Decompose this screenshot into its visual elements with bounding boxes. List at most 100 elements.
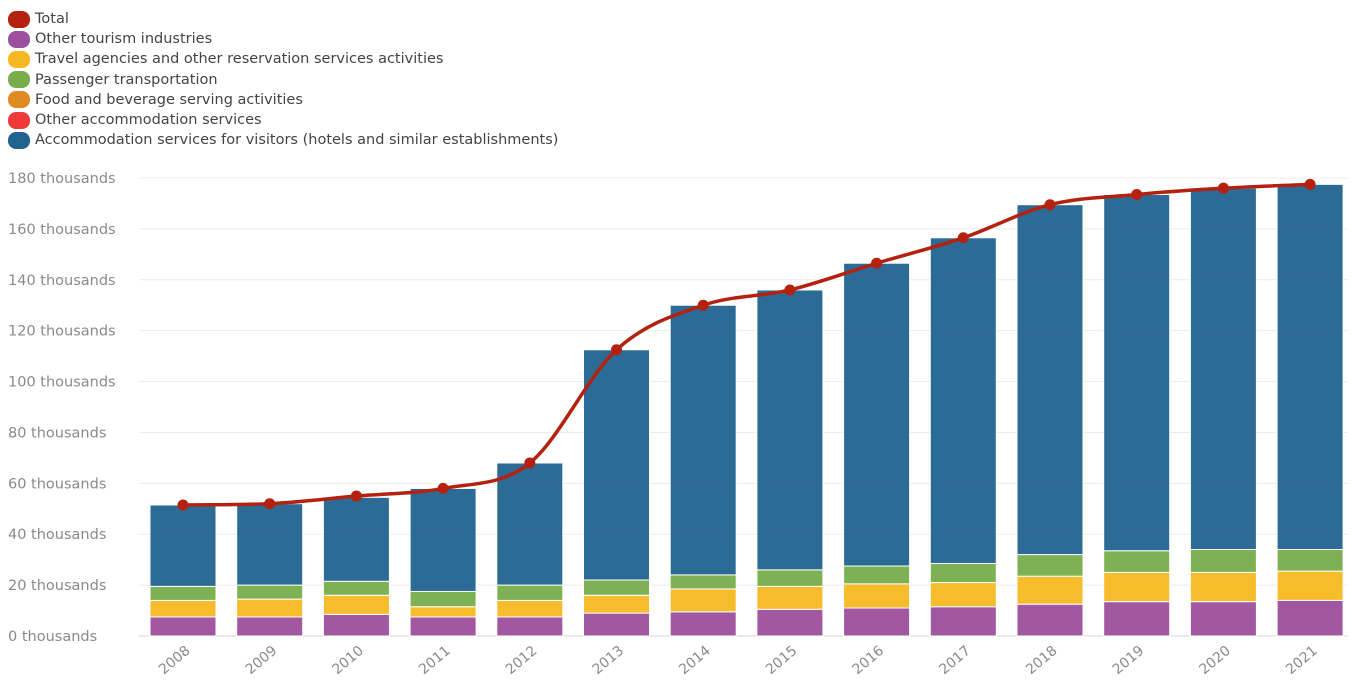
x-tick-label: 2013	[589, 643, 627, 678]
y-tick-label: 80 thousands	[8, 425, 106, 441]
x-tick-label: 2017	[936, 643, 974, 678]
bar-segment[interactable]	[669, 611, 737, 637]
total-point[interactable]	[1131, 189, 1143, 201]
total-point[interactable]	[957, 232, 969, 244]
legend-item[interactable]: Travel agencies and other reservation se…	[8, 49, 558, 69]
bar-segment[interactable]	[929, 582, 997, 608]
bar-segment[interactable]	[1016, 603, 1084, 637]
bar-segment[interactable]	[236, 584, 304, 600]
legend-item[interactable]: Other accommodation services	[8, 110, 558, 130]
y-tick-label: 20 thousands	[8, 578, 106, 594]
bar-segment[interactable]	[929, 237, 997, 564]
bar-segment[interactable]	[1189, 187, 1257, 550]
bar-segment[interactable]	[409, 606, 477, 618]
y-tick-label: 40 thousands	[8, 527, 106, 543]
x-tick-label: 2012	[503, 643, 541, 678]
bar-segment[interactable]	[496, 584, 564, 601]
bar-segment[interactable]	[583, 349, 650, 581]
total-point[interactable]	[264, 498, 276, 510]
bar-segment[interactable]	[1189, 548, 1257, 573]
bar-segment[interactable]	[149, 599, 217, 618]
bar-segment[interactable]	[583, 579, 650, 596]
bar-segment[interactable]	[669, 304, 737, 576]
legend-item[interactable]: Other tourism industries	[8, 29, 558, 49]
bar-segment[interactable]	[1016, 554, 1084, 577]
total-point[interactable]	[871, 257, 883, 269]
bar-segment[interactable]	[583, 612, 650, 637]
bar-segment[interactable]	[236, 503, 304, 586]
y-tick-label: 0 thousands	[8, 629, 97, 645]
total-point[interactable]	[1304, 178, 1316, 190]
bar-segment[interactable]	[929, 562, 997, 584]
legend-label: Food and beverage serving activities	[35, 91, 303, 108]
bar-segment[interactable]	[322, 496, 390, 582]
bar-segment[interactable]	[236, 598, 304, 618]
bar-segment[interactable]	[409, 487, 477, 592]
bar-segment[interactable]	[236, 616, 304, 637]
total-point[interactable]	[611, 344, 622, 356]
bar-segment[interactable]	[1189, 571, 1257, 603]
total-point[interactable]	[784, 284, 796, 296]
total-point[interactable]	[437, 482, 449, 494]
bar-segment[interactable]	[496, 462, 564, 586]
bar-segment[interactable]	[756, 608, 824, 637]
bar-segment[interactable]	[322, 580, 390, 596]
legend-swatch	[8, 131, 30, 149]
bar-segment[interactable]	[149, 616, 217, 637]
bar-segment[interactable]	[1103, 194, 1171, 552]
bar-segment[interactable]	[843, 565, 911, 585]
bar-segment[interactable]	[843, 607, 911, 637]
legend-item[interactable]: Accommodation services for visitors (hot…	[8, 130, 558, 150]
legend-label: Other accommodation services	[35, 112, 262, 129]
bar-segment[interactable]	[1016, 204, 1084, 556]
x-tick-label: 2021	[1283, 643, 1321, 678]
bar-segment[interactable]	[756, 569, 824, 587]
legend-label: Accommodation services for visitors (hot…	[35, 132, 559, 149]
bar-segment[interactable]	[1103, 571, 1171, 603]
bar-segment[interactable]	[756, 585, 824, 610]
y-tick-label: 160 thousands	[8, 222, 116, 238]
bar-segment[interactable]	[1276, 183, 1344, 550]
x-tick-label: 2008	[156, 643, 194, 678]
legend-item[interactable]: Food and beverage serving activities	[8, 90, 558, 110]
legend-swatch	[8, 111, 30, 129]
legend-label: Passenger transportation	[35, 71, 218, 88]
bar-segment[interactable]	[322, 613, 390, 637]
legend-item[interactable]: Total	[8, 9, 558, 29]
bar-segment[interactable]	[149, 504, 217, 587]
bar-segment[interactable]	[669, 588, 737, 613]
bar-segment[interactable]	[1276, 570, 1344, 601]
bar-segment[interactable]	[496, 599, 564, 618]
legend-swatch	[8, 91, 30, 109]
total-point[interactable]	[350, 490, 362, 502]
total-point[interactable]	[1044, 199, 1056, 211]
total-point[interactable]	[524, 457, 536, 469]
bar-segment[interactable]	[669, 574, 737, 590]
bar-segment[interactable]	[929, 606, 997, 637]
y-tick-label: 100 thousands	[8, 375, 116, 391]
legend: Total Other tourism industries Travel agen…	[8, 9, 558, 150]
legend-item[interactable]: Passenger transportation	[8, 70, 558, 90]
bar-segment[interactable]	[1276, 548, 1344, 572]
bar-segment[interactable]	[583, 594, 650, 614]
bar-segment[interactable]	[756, 289, 824, 571]
bar-segment[interactable]	[1103, 601, 1171, 637]
x-tick-label: 2016	[850, 643, 888, 678]
bar-segment[interactable]	[322, 594, 390, 615]
x-tick-label: 2015	[763, 643, 801, 678]
bar-segment[interactable]	[496, 616, 564, 637]
total-point[interactable]	[697, 299, 709, 311]
bar-segment[interactable]	[409, 590, 477, 608]
bar-segment[interactable]	[1016, 575, 1084, 605]
legend-swatch	[8, 50, 30, 68]
bar-segment[interactable]	[149, 585, 217, 601]
total-point[interactable]	[1217, 182, 1229, 194]
bar-segment[interactable]	[843, 262, 911, 567]
bar-segment[interactable]	[843, 583, 911, 609]
bar-segment[interactable]	[409, 616, 477, 637]
bar-segment[interactable]	[1103, 550, 1171, 573]
total-point[interactable]	[177, 499, 189, 511]
bar-segment[interactable]	[1276, 599, 1344, 637]
bar-segment[interactable]	[1189, 601, 1257, 637]
